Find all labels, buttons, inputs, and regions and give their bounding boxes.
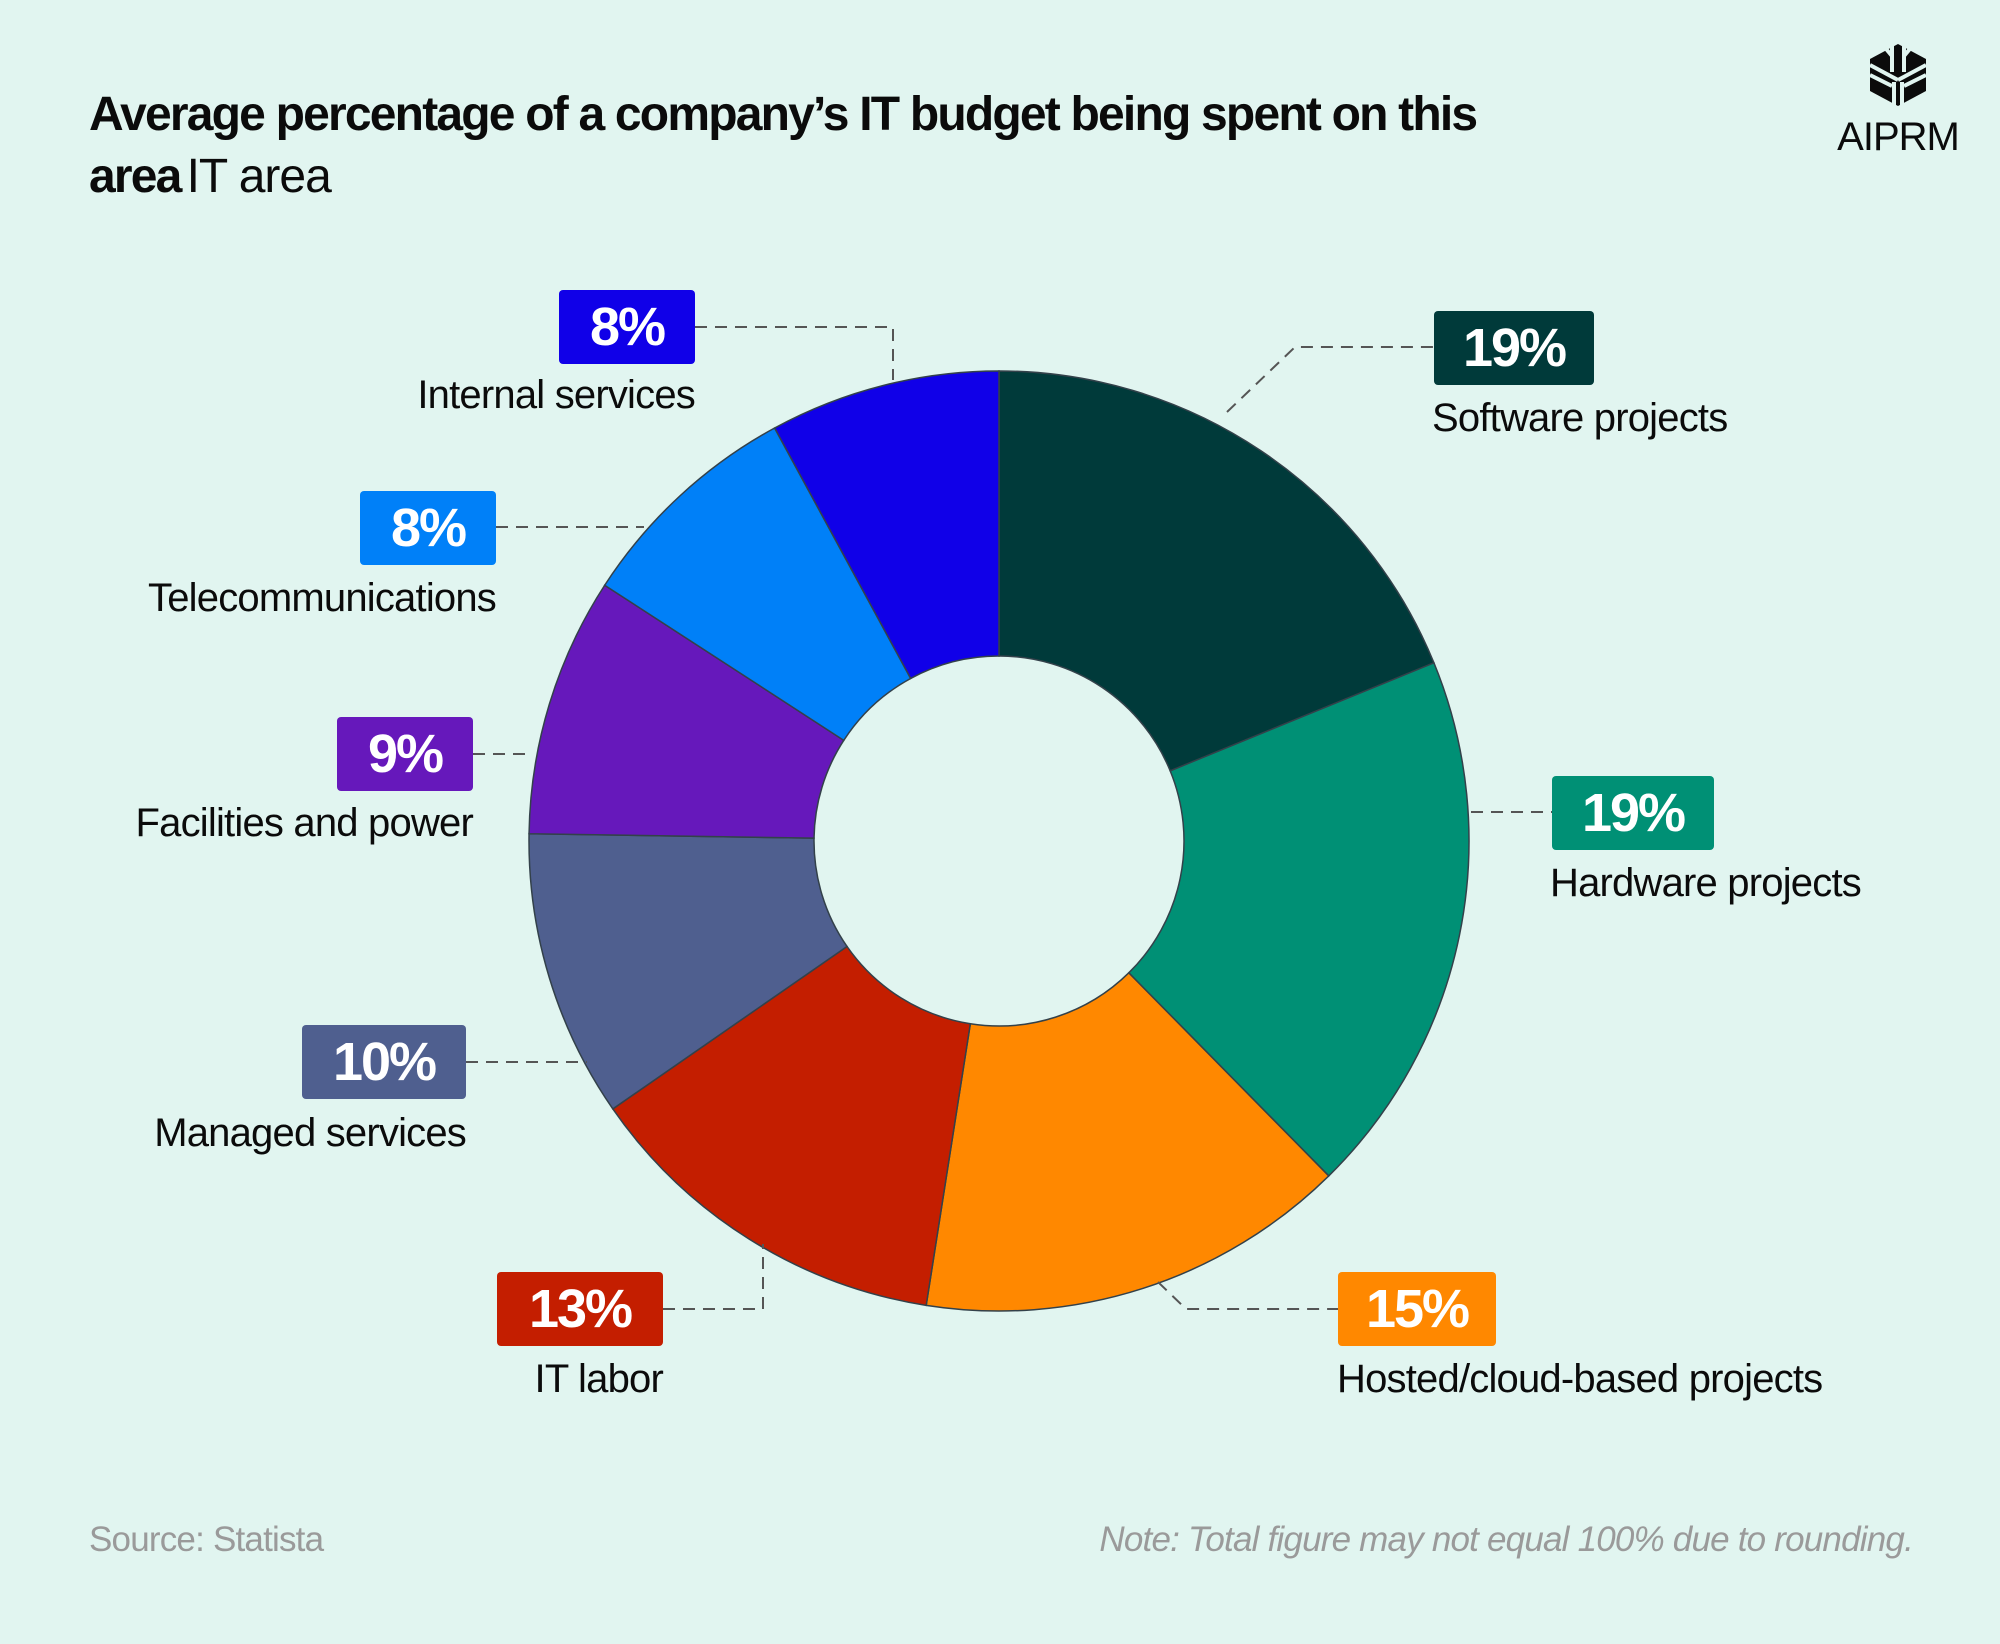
category-label-software: Software projects: [1432, 396, 1728, 440]
category-label-internal: Internal services: [417, 373, 695, 417]
data-label-internal: 8%: [559, 290, 695, 364]
donut-slice-it-labor: [611, 945, 972, 1307]
footnote-text: Note: Total figure may not equal 100% du…: [1099, 1520, 1913, 1559]
donut-slice-hosted-cloud-based-projects: [925, 971, 1330, 1312]
leader-line-it-labor: [663, 1244, 764, 1310]
title-subtitle: IT area: [186, 150, 332, 203]
category-label-managed: Managed services: [154, 1111, 467, 1155]
donut-slice-software-projects: [998, 370, 1435, 772]
leader-line-software: [1226, 346, 1434, 413]
donut-slice-internal-services: [773, 370, 1000, 680]
source-text: Source: Statista: [89, 1520, 324, 1559]
data-label-it-labor: 13%: [497, 1272, 663, 1346]
data-label-facilities: 9%: [337, 717, 473, 791]
category-label-facilities: Facilities and power: [135, 801, 474, 845]
data-label-telecom: 8%: [360, 491, 496, 565]
data-label-managed: 10%: [302, 1025, 466, 1099]
donut-slice-hardware-projects: [1127, 661, 1470, 1177]
data-label-hosted: 15%: [1338, 1272, 1496, 1346]
title-bold: Average percentage of a company’s IT bud…: [89, 88, 1478, 203]
category-label-it-labor: IT labor: [534, 1357, 664, 1401]
logo-text: AIPRM: [1837, 115, 1960, 159]
leader-line-hosted: [1157, 1281, 1338, 1310]
aiprm-logo: AIPRM: [1830, 42, 1966, 160]
donut-slice-facilities-and-power: [528, 584, 845, 839]
category-label-hosted: Hosted/cloud-based projects: [1337, 1357, 1823, 1401]
category-label-telecom: Telecommunications: [148, 576, 497, 620]
data-label-hardware: 19%: [1552, 776, 1714, 850]
data-label-software: 19%: [1434, 311, 1594, 385]
chart-title: Average percentage of a company’s IT bud…: [89, 84, 1589, 208]
leader-line-internal: [695, 326, 894, 380]
donut-slice-managed-services: [528, 832, 849, 1110]
category-label-hardware: Hardware projects: [1550, 861, 1862, 905]
aiprm-cube-icon: [1869, 42, 1927, 106]
